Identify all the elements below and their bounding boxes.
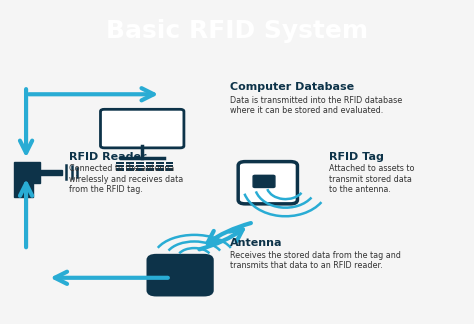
FancyBboxPatch shape — [253, 175, 275, 188]
FancyBboxPatch shape — [148, 255, 212, 295]
Text: Basic RFID System: Basic RFID System — [106, 19, 368, 43]
Text: Connected to the antenna
wirelessly and receives data
from the RFID tag.: Connected to the antenna wirelessly and … — [69, 164, 183, 194]
Bar — [156, 165, 164, 168]
Bar — [116, 168, 124, 170]
Text: Data is transmitted into the RFID database
where it can be stored and evaluated.: Data is transmitted into the RFID databa… — [230, 96, 402, 115]
Bar — [146, 168, 154, 170]
Text: RFID Reader: RFID Reader — [69, 152, 146, 162]
Text: Antenna: Antenna — [230, 238, 283, 248]
Bar — [116, 162, 124, 164]
Bar — [146, 165, 154, 168]
Text: Receives the stored data from the tag and
transmits that data to an RFID reader.: Receives the stored data from the tag an… — [230, 250, 401, 270]
Bar — [166, 162, 173, 164]
Text: RFID Tag: RFID Tag — [329, 152, 384, 162]
Bar — [136, 168, 144, 170]
Bar — [146, 162, 154, 164]
Bar — [126, 162, 134, 164]
FancyBboxPatch shape — [100, 109, 184, 148]
Bar — [126, 168, 134, 170]
Bar — [116, 165, 124, 168]
FancyBboxPatch shape — [238, 162, 298, 204]
Polygon shape — [14, 162, 40, 197]
Bar — [156, 168, 164, 170]
Bar — [166, 165, 173, 168]
Bar — [166, 168, 173, 170]
Bar — [136, 162, 144, 164]
Bar — [156, 162, 164, 164]
Bar — [109, 114, 175, 143]
Bar — [126, 165, 134, 168]
Polygon shape — [40, 169, 62, 175]
Text: Computer Database: Computer Database — [230, 82, 354, 92]
Text: Attached to assets to
transmit stored data
to the antenna.: Attached to assets to transmit stored da… — [329, 164, 415, 194]
Bar — [136, 165, 144, 168]
